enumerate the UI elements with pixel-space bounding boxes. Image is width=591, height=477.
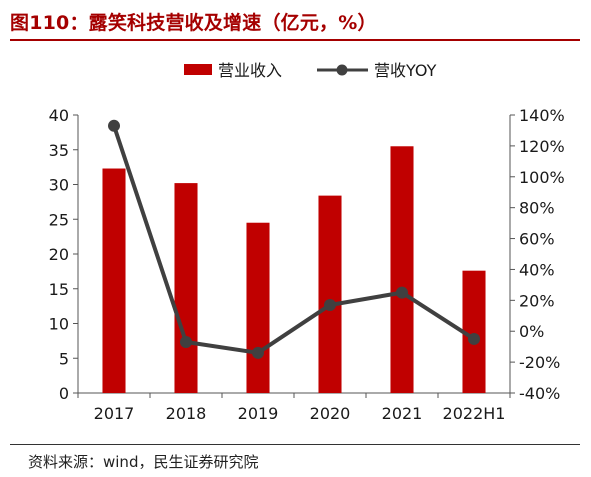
- y-right-tick-label: 0%: [519, 322, 544, 341]
- x-tick-label: 2022H1: [443, 404, 506, 423]
- y-left-tick-label: 30: [49, 176, 69, 195]
- y-left-tick-label: 25: [49, 210, 69, 229]
- legend: 营业收入 营收YOY: [184, 61, 437, 80]
- revenue-bar: [318, 195, 342, 393]
- source-divider: [10, 444, 580, 445]
- y-right-tick-label: -40%: [519, 384, 560, 403]
- yoy-point: [252, 346, 264, 359]
- x-tick-label: 2017: [94, 404, 135, 423]
- y-right-tick-label: 60%: [519, 230, 555, 249]
- yoy-line: [112, 125, 476, 355]
- y-left-tick-label: 15: [49, 280, 69, 299]
- legend-line-label: 营收YOY: [374, 61, 437, 80]
- revenue-bar: [462, 270, 486, 393]
- y-right-tick-label: -20%: [519, 353, 560, 372]
- line-series: [108, 119, 480, 359]
- x-tick-label: 2018: [166, 404, 207, 423]
- y-right-tick-label: 140%: [519, 106, 565, 125]
- yoy-point: [396, 286, 408, 299]
- y-right-tick-label: 40%: [519, 260, 555, 279]
- yoy-point: [180, 336, 192, 349]
- y-right-tick-label: 100%: [519, 168, 565, 187]
- y-left-tick-label: 10: [49, 315, 69, 334]
- yoy-point: [108, 119, 120, 132]
- y-left-tick-label: 5: [59, 349, 69, 368]
- revenue-bar: [174, 183, 198, 393]
- legend-bar-swatch: [184, 64, 212, 75]
- y-right-tick-label: 80%: [519, 199, 555, 218]
- yoy-point: [468, 332, 480, 345]
- revenue-bar: [102, 168, 126, 393]
- y-right-tick-label: 20%: [519, 291, 555, 310]
- y-left-tick-label: 40: [49, 106, 69, 125]
- x-tick-label: 2020: [310, 404, 351, 423]
- yoy-point: [324, 298, 336, 311]
- y-left-tick-label: 0: [59, 384, 69, 403]
- y-left-tick-label: 20: [49, 245, 69, 264]
- source-note: 资料来源：wind，民生证券研究院: [28, 453, 259, 471]
- revenue-bar: [246, 222, 270, 393]
- legend-line-marker: [336, 64, 348, 76]
- legend-bar-label: 营业收入: [218, 61, 282, 80]
- y-left-tick-label: 35: [49, 141, 69, 160]
- y-right-tick-label: 120%: [519, 137, 565, 156]
- title-divider: [10, 39, 580, 41]
- axes: 0 5 10 15 20 25 30 35 40 -40% -20% 0% 20% 40% 60% 80% 10…: [49, 106, 565, 423]
- figure-title: 图110：露笑科技营收及增速（亿元，%）: [10, 12, 377, 34]
- x-tick-label: 2019: [238, 404, 279, 423]
- x-tick-label: 2021: [382, 404, 423, 423]
- revenue-bar: [390, 146, 414, 393]
